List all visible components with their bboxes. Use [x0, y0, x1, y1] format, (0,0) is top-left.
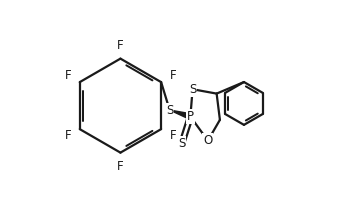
- Text: S: S: [178, 137, 185, 150]
- Text: F: F: [169, 69, 176, 82]
- Text: S: S: [189, 83, 196, 96]
- Text: F: F: [65, 129, 71, 142]
- Text: S: S: [166, 103, 173, 117]
- Text: F: F: [117, 38, 124, 51]
- Polygon shape: [169, 110, 191, 119]
- Text: F: F: [169, 129, 176, 142]
- Text: O: O: [203, 134, 213, 147]
- Text: P: P: [187, 110, 194, 123]
- Text: F: F: [117, 160, 124, 173]
- Text: F: F: [65, 69, 71, 82]
